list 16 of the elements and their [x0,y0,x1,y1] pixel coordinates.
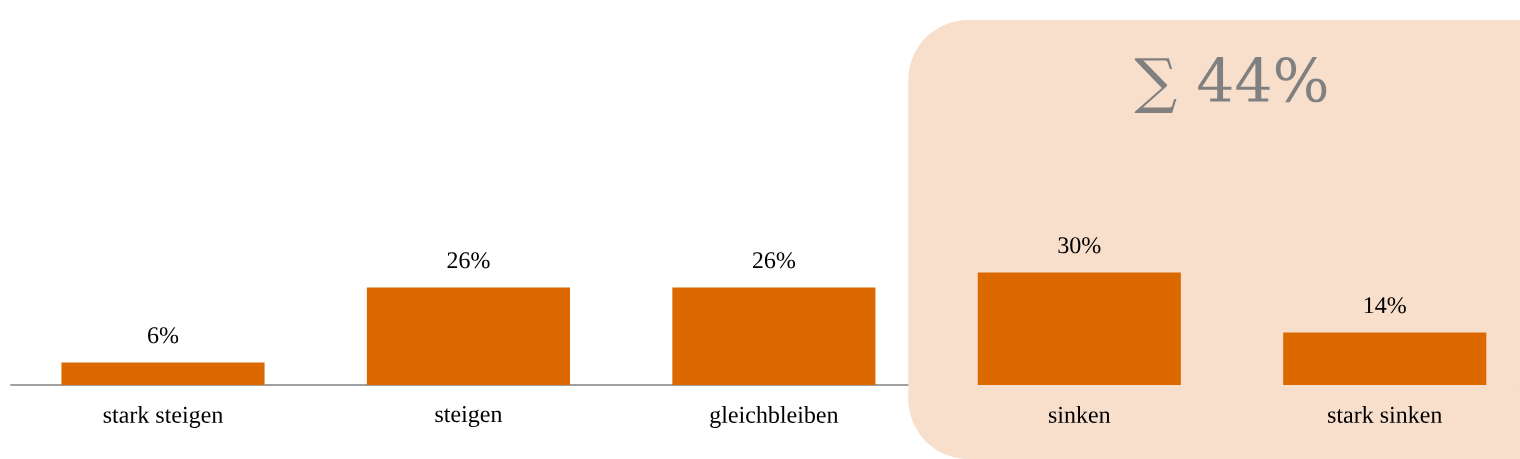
bar [61,362,265,385]
x-tick-label: steigen [435,406,503,428]
data-label: 30% [1058,237,1101,254]
data-label: 14% [1364,297,1406,314]
band-label: ∑ 44% [1134,56,1327,114]
x-tick-label: stark sinken [1328,406,1443,423]
x-tick-label: gleichbleiben [710,406,839,428]
bar [1283,332,1487,385]
x-tick-label: stark steigen [103,406,223,428]
data-label: 26% [752,252,796,269]
data-label: 6% [148,327,179,344]
bar [366,287,570,385]
bar [977,272,1181,385]
bar [672,287,876,385]
data-label: 26% [447,252,490,269]
x-tick-label: sinken [1048,406,1111,423]
